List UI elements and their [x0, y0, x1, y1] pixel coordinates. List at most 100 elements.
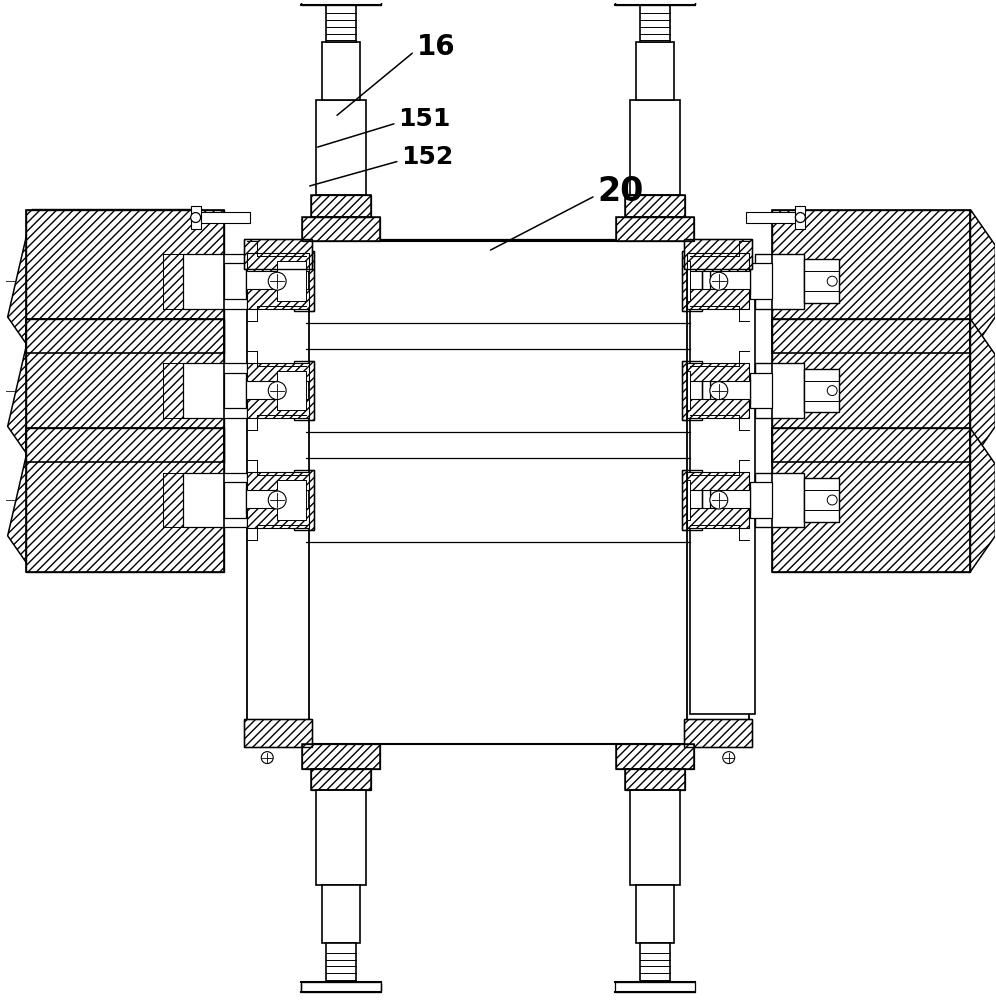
Bar	[805, 259, 840, 303]
Circle shape	[268, 491, 286, 509]
Bar	[702, 478, 710, 522]
Bar	[684, 719, 752, 747]
Bar	[684, 239, 752, 269]
Bar	[316, 100, 366, 195]
Bar	[322, 885, 360, 943]
Bar	[682, 251, 702, 311]
Bar	[684, 239, 752, 269]
Bar	[755, 363, 805, 418]
Bar	[796, 206, 806, 229]
Bar	[326, 3, 356, 42]
Bar	[246, 268, 286, 294]
Bar	[26, 210, 224, 353]
Bar	[710, 487, 750, 513]
Bar	[316, 790, 366, 885]
Bar	[302, 217, 379, 241]
Bar	[682, 470, 702, 530]
Bar	[302, 744, 379, 769]
Bar	[294, 470, 314, 530]
Bar	[750, 373, 772, 408]
Bar	[224, 373, 246, 408]
Bar	[182, 473, 247, 527]
Bar	[247, 472, 309, 490]
Bar	[286, 369, 294, 412]
Bar	[687, 261, 690, 301]
Bar	[277, 261, 306, 301]
Bar	[311, 769, 371, 790]
Bar	[687, 508, 749, 528]
Bar	[687, 472, 749, 490]
Bar	[687, 241, 749, 744]
Bar	[326, 943, 356, 982]
Bar	[247, 363, 309, 381]
Bar	[750, 263, 772, 299]
Bar	[286, 259, 294, 303]
Bar	[195, 212, 250, 223]
Polygon shape	[970, 428, 995, 572]
Bar	[247, 289, 309, 309]
Text: 152: 152	[401, 145, 454, 169]
Circle shape	[190, 213, 200, 223]
Bar	[640, 943, 670, 982]
Bar	[247, 253, 309, 271]
Bar	[294, 361, 314, 420]
Bar	[687, 289, 749, 309]
Bar	[311, 769, 371, 790]
Circle shape	[796, 213, 806, 223]
Bar	[302, 217, 379, 241]
Circle shape	[710, 272, 728, 290]
Bar	[772, 319, 970, 462]
Bar	[301, 0, 380, 5]
Bar	[772, 428, 970, 572]
Bar	[682, 361, 702, 420]
Bar	[805, 478, 840, 522]
Text: 20: 20	[598, 175, 643, 208]
Bar	[616, 982, 695, 992]
Bar	[26, 319, 224, 462]
Bar	[682, 251, 702, 311]
Bar	[687, 371, 690, 410]
Polygon shape	[8, 210, 201, 353]
Bar	[636, 885, 674, 943]
Circle shape	[268, 382, 286, 400]
Bar	[26, 428, 224, 572]
Bar	[617, 744, 694, 769]
Bar	[294, 470, 314, 530]
Bar	[625, 769, 685, 790]
Bar	[746, 212, 801, 223]
Bar	[687, 253, 749, 271]
Bar	[277, 371, 306, 410]
Bar	[246, 378, 286, 404]
Text: 151: 151	[398, 107, 451, 131]
Bar	[682, 470, 702, 530]
Circle shape	[723, 752, 735, 764]
Bar	[690, 271, 755, 714]
Bar	[710, 268, 750, 294]
Bar	[682, 361, 702, 420]
Bar	[805, 369, 840, 412]
Bar	[244, 239, 312, 269]
Bar	[687, 480, 690, 520]
Bar	[182, 254, 247, 309]
Bar	[772, 319, 970, 462]
Circle shape	[268, 272, 286, 290]
Bar	[625, 195, 685, 217]
Bar	[702, 369, 710, 412]
Polygon shape	[970, 319, 995, 462]
Bar	[625, 769, 685, 790]
Bar	[247, 399, 309, 418]
Bar	[640, 3, 670, 42]
Circle shape	[710, 382, 728, 400]
Bar	[617, 217, 694, 241]
Bar	[244, 719, 312, 747]
Bar	[750, 482, 772, 518]
Bar	[301, 982, 380, 992]
Bar	[244, 719, 312, 747]
Bar	[311, 195, 371, 217]
Bar	[702, 259, 710, 303]
Bar	[26, 210, 224, 353]
Bar	[302, 744, 379, 769]
Bar	[772, 210, 970, 353]
Bar	[710, 378, 750, 404]
Bar	[687, 399, 749, 418]
